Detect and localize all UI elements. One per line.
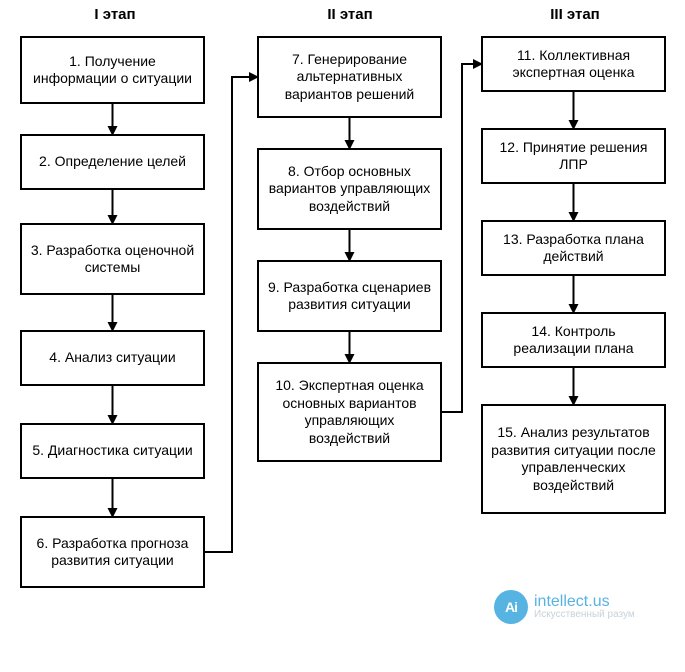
- flow-node-label: 14. Контроль реализации плана: [491, 323, 656, 358]
- flow-node-n3: 3. Разработка оценочной системы: [20, 223, 205, 295]
- flow-node-label: 3. Разработка оценочной системы: [30, 242, 195, 277]
- watermark: Ai intellect.us Искусственный разум: [494, 590, 635, 624]
- flow-node-n8: 8. Отбор основных вариантов управляющих …: [257, 148, 442, 230]
- flow-node-n13: 13. Разработка плана действий: [481, 220, 666, 276]
- flow-node-label: 6. Разработка прогноза развития ситуации: [30, 535, 195, 570]
- watermark-line2: Искусственный разум: [534, 610, 635, 620]
- flow-node-label: 2. Определение целей: [39, 153, 186, 171]
- flow-node-label: 7. Генерирование альтернативных варианто…: [267, 51, 432, 104]
- flow-node-label: 5. Диагностика ситуации: [32, 442, 192, 460]
- flow-node-n9: 9. Разработка сценариев развития ситуаци…: [257, 260, 442, 332]
- flow-node-label: 11. Коллективная экспертная оценка: [491, 47, 656, 82]
- flow-node-label: 9. Разработка сценариев развития ситуаци…: [267, 279, 432, 314]
- watermark-text: intellect.us Искусственный разум: [534, 594, 635, 620]
- flow-node-n6: 6. Разработка прогноза развития ситуации: [20, 516, 205, 588]
- flow-node-label: 12. Принятие решения ЛПР: [491, 139, 656, 174]
- flow-node-n10: 10. Экспертная оценка основных вариантов…: [257, 362, 442, 462]
- flow-node-n4: 4. Анализ ситуации: [20, 330, 205, 386]
- stage-header-h3: III этап: [535, 6, 615, 23]
- stage-header-h2: II этап: [310, 6, 390, 23]
- watermark-line1: intellect.us: [534, 594, 635, 610]
- flow-node-label: 8. Отбор основных вариантов управляющих …: [267, 163, 432, 216]
- stage-header-h1: I этап: [80, 6, 150, 23]
- flow-node-n5: 5. Диагностика ситуации: [20, 423, 205, 479]
- flow-node-n14: 14. Контроль реализации плана: [481, 312, 666, 368]
- flow-node-label: 13. Разработка плана действий: [491, 231, 656, 266]
- flow-node-n2: 2. Определение целей: [20, 134, 205, 190]
- flow-node-label: 4. Анализ ситуации: [49, 349, 175, 367]
- flow-node-n7: 7. Генерирование альтернативных варианто…: [257, 36, 442, 118]
- watermark-badge: Ai: [494, 590, 528, 624]
- flow-node-n12: 12. Принятие решения ЛПР: [481, 128, 666, 184]
- flow-node-label: 1. Получение информации о ситуации: [30, 53, 195, 88]
- flow-node-label: 10. Экспертная оценка основных вариантов…: [267, 377, 432, 447]
- flow-node-n11: 11. Коллективная экспертная оценка: [481, 36, 666, 92]
- flow-node-n15: 15. Анализ результатов развития ситуации…: [481, 404, 666, 514]
- flow-node-n1: 1. Получение информации о ситуации: [20, 36, 205, 104]
- flow-node-label: 15. Анализ результатов развития ситуации…: [491, 424, 656, 494]
